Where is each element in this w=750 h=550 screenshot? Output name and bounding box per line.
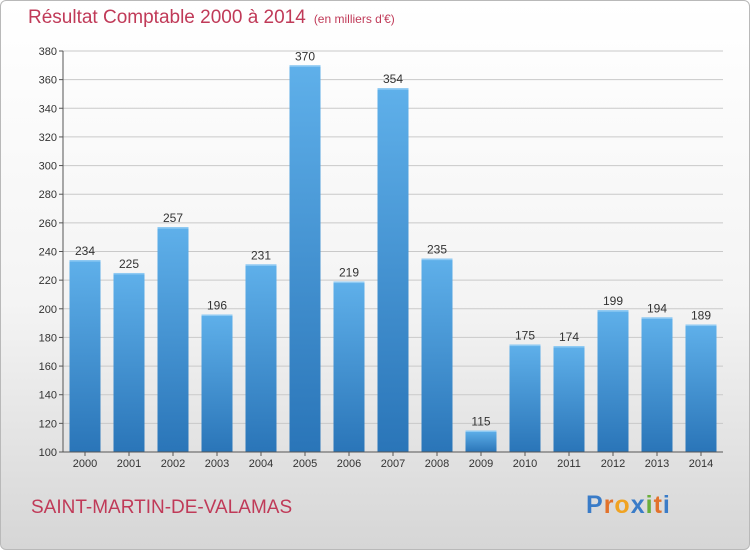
bar-highlight-2014 <box>685 324 717 327</box>
bar-highlight-2008 <box>421 258 453 261</box>
value-label-2007: 354 <box>383 72 403 86</box>
y-tick-label: 300 <box>39 161 57 173</box>
value-label-2008: 235 <box>427 243 447 257</box>
y-tick-label: 120 <box>39 418 57 430</box>
x-tick-label-2003: 2003 <box>205 458 229 470</box>
bar-highlight-2001 <box>113 272 145 275</box>
y-tick-label: 160 <box>39 361 57 373</box>
place-name: SAINT-MARTIN-DE-VALAMAS <box>31 497 293 518</box>
logo-letter: P <box>586 491 604 519</box>
value-label-2000: 234 <box>75 244 95 258</box>
bar-2013 <box>641 317 673 452</box>
logo-letter: i <box>645 491 654 519</box>
x-tick-label-2011: 2011 <box>557 458 581 470</box>
value-label-2004: 231 <box>251 248 271 262</box>
y-tick-label: 100 <box>39 447 57 459</box>
y-tick-label: 380 <box>39 46 57 58</box>
value-label-2009: 115 <box>471 415 490 429</box>
x-tick-label-2004: 2004 <box>249 458 273 470</box>
bar-2009 <box>465 430 497 452</box>
x-tick-label-2009: 2009 <box>469 458 493 470</box>
bar-highlight-2006 <box>333 281 365 284</box>
x-tick-label-2014: 2014 <box>689 458 713 470</box>
value-label-2001: 225 <box>119 257 139 271</box>
bar-2003 <box>201 314 233 452</box>
y-tick-label: 220 <box>39 275 57 287</box>
chart-title-text: Résultat Comptable 2000 à 2014 <box>28 7 306 28</box>
bars <box>69 65 717 453</box>
bar-2004 <box>245 264 277 452</box>
value-label-2002: 257 <box>163 211 183 225</box>
bar-highlight-2003 <box>201 314 233 317</box>
y-tick-label: 320 <box>39 132 57 144</box>
x-tick-label-2007: 2007 <box>381 458 405 470</box>
x-tick-label-2005: 2005 <box>293 458 317 470</box>
logo-letter: o <box>614 491 631 519</box>
y-tick-label: 340 <box>39 103 57 115</box>
x-tick-label-2008: 2008 <box>425 458 449 470</box>
bar-highlight-2002 <box>157 227 189 229</box>
bar-highlight-2013 <box>641 317 673 319</box>
chart-title: Résultat Comptable 2000 à 2014 (en millie… <box>28 7 395 29</box>
bar-2011 <box>553 346 585 452</box>
x-tick-label-2012: 2012 <box>601 458 625 470</box>
value-label-2003: 196 <box>207 299 227 313</box>
bar-2006 <box>333 281 365 452</box>
y-tick-label: 180 <box>39 332 57 344</box>
bar-highlight-2011 <box>553 346 585 348</box>
unit-label: (en milliers d'€) <box>313 12 395 26</box>
proxiti-logo[interactable]: Proxiti <box>586 491 671 520</box>
bar-highlight-2005 <box>289 65 321 67</box>
bar-highlight-2012 <box>597 310 629 312</box>
value-label-2011: 174 <box>559 330 579 344</box>
y-tick-label: 360 <box>39 75 57 87</box>
y-tick-label: 260 <box>39 218 57 230</box>
logo-letter: x <box>630 491 646 519</box>
bar-2002 <box>157 227 189 452</box>
x-tick-label-2000: 2000 <box>73 458 97 470</box>
x-tick-label-2002: 2002 <box>161 458 185 470</box>
bar-highlight-2010 <box>509 344 541 347</box>
value-label-2014: 189 <box>691 309 711 323</box>
x-tick-label-2010: 2010 <box>513 458 537 470</box>
x-tick-label-2013: 2013 <box>645 458 669 470</box>
bar-2012 <box>597 310 629 452</box>
value-label-2005: 370 <box>295 49 315 63</box>
bar-2007 <box>377 88 409 452</box>
y-tick-label: 140 <box>39 390 57 402</box>
data-labels: 234 225 257 196 231 370 219 354 235 115 175 174 199 1… <box>75 49 711 428</box>
logo-letter: r <box>603 491 615 519</box>
value-label-2013: 194 <box>647 301 667 315</box>
value-label-2012: 199 <box>603 294 623 308</box>
x-tick-label-2006: 2006 <box>337 458 361 470</box>
bar-2014 <box>685 324 717 452</box>
bar-highlight-2009 <box>465 430 497 433</box>
y-tick-label: 240 <box>39 247 57 259</box>
value-label-2006: 219 <box>339 266 359 280</box>
bar-2000 <box>69 260 101 452</box>
axes: 100 120 140 160 180 200 220 240 260 280 300 320 340 3… <box>39 46 723 470</box>
bar-2005 <box>289 65 321 453</box>
bar-2010 <box>509 344 541 452</box>
bar-highlight-2007 <box>377 88 409 90</box>
logo-letter: t <box>653 491 663 519</box>
bar-2008 <box>421 258 453 452</box>
value-label-2010: 175 <box>515 329 535 343</box>
bar-2001 <box>113 272 145 452</box>
bar-highlight-2004 <box>245 264 277 266</box>
bar-highlight-2000 <box>69 260 101 262</box>
y-tick-label: 200 <box>39 304 57 316</box>
y-tick-label: 280 <box>39 189 57 201</box>
logo-letter: i <box>662 491 671 519</box>
x-tick-label-2001: 2001 <box>117 458 141 470</box>
